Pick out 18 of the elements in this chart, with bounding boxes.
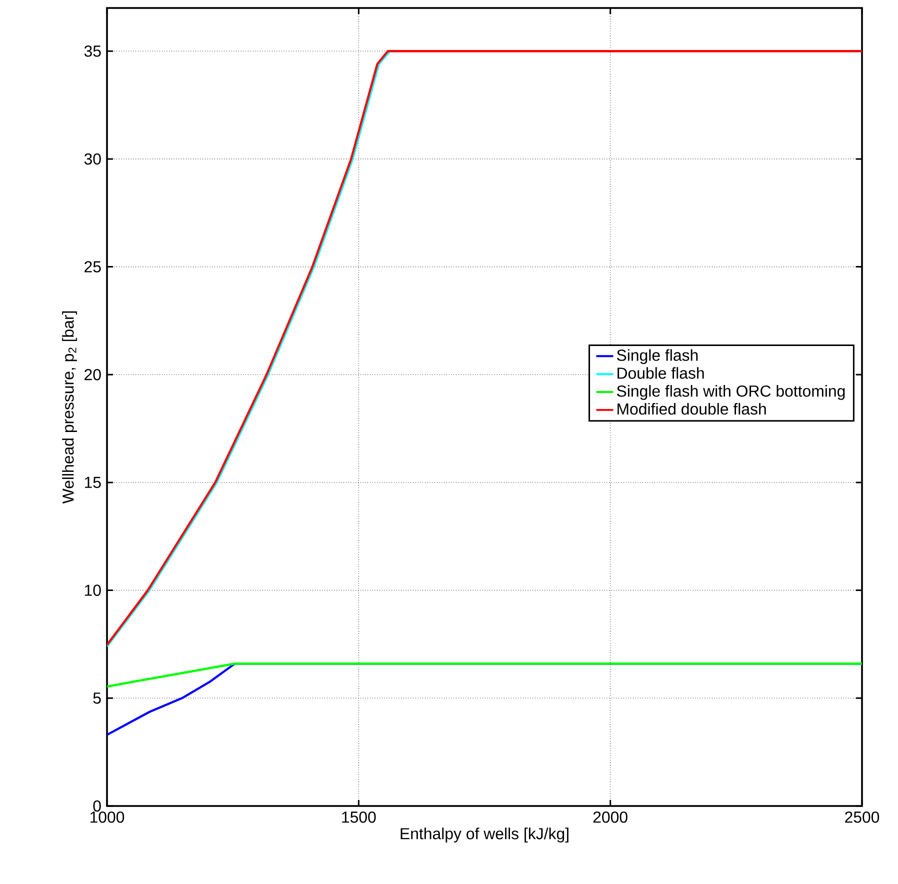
legend-label: Single flash with ORC bottoming: [616, 385, 845, 400]
y-tick-label: 5: [93, 692, 101, 704]
legend-label: Modified double flash: [618, 402, 766, 415]
legend-label: Single flash: [616, 349, 698, 364]
x-tick-label: 1500: [342, 812, 376, 823]
x-axis-title: Enthalpy of wells [kJ/kg]: [400, 828, 568, 842]
x-tick-label: 1000: [90, 812, 124, 823]
y-axis-title: Wellhead pressure, p$_{2}$ [bar]: [62, 311, 77, 504]
y-tick-label: 10: [84, 584, 101, 596]
x-tick-label: 2500: [845, 812, 880, 823]
x-tick-label: 2000: [593, 812, 628, 823]
legend-label: Double flash: [618, 367, 704, 379]
y-tick-label: 35: [84, 45, 101, 57]
y-tick-label: 20: [84, 368, 101, 380]
y-tick-label: 0: [93, 800, 101, 812]
y-tick-label: 30: [84, 153, 101, 165]
y-tick-label: 25: [84, 261, 101, 272]
y-tick-label: 15: [84, 476, 101, 488]
